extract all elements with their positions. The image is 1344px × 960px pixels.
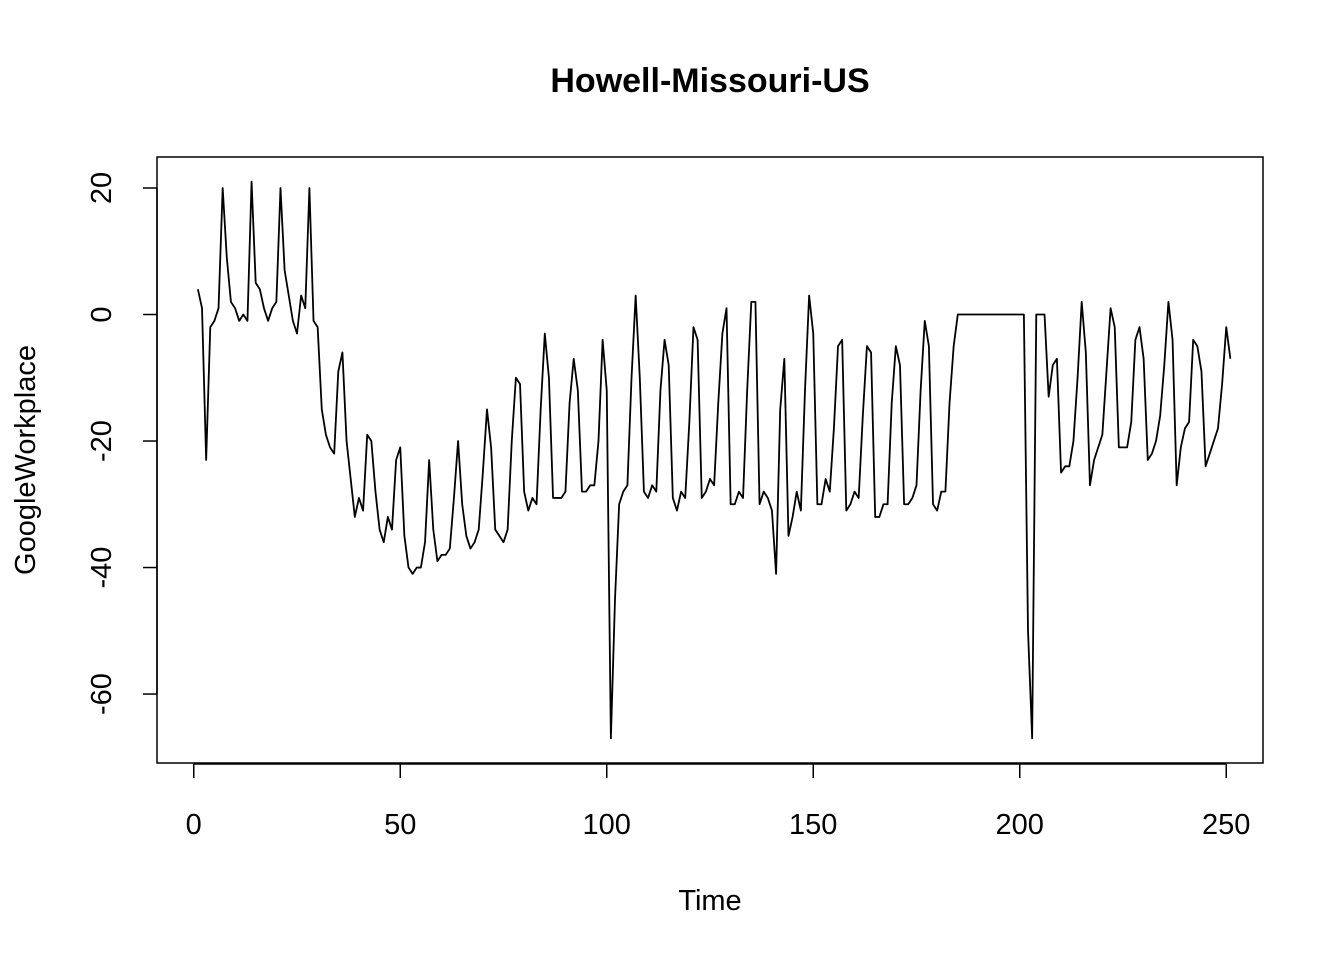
series-line (197, 180, 1232, 740)
y-tick-label: -20 (86, 420, 118, 462)
plot-frame (156, 156, 1264, 764)
chart-title: Howell-Missouri-US (550, 62, 869, 100)
y-tick-label: -40 (86, 547, 118, 589)
x-axis: 0 50 100 150 200 250 (186, 763, 1250, 841)
y-axis: -60 -40 -20 0 20 (86, 172, 158, 715)
x-axis-label: Time (678, 885, 741, 917)
x-tick-label: 100 (583, 809, 631, 841)
x-tick-label: 200 (996, 809, 1044, 841)
y-tick-label: 0 (86, 306, 118, 322)
x-tick-label: 0 (186, 809, 202, 841)
x-tick-label: 250 (1202, 809, 1250, 841)
x-tick-label: 150 (789, 809, 837, 841)
x-tick-label: 50 (384, 809, 416, 841)
y-axis-label: GoogleWorkplace (10, 345, 42, 575)
y-tick-label: -60 (86, 673, 118, 715)
y-tick-label: 20 (86, 172, 118, 204)
